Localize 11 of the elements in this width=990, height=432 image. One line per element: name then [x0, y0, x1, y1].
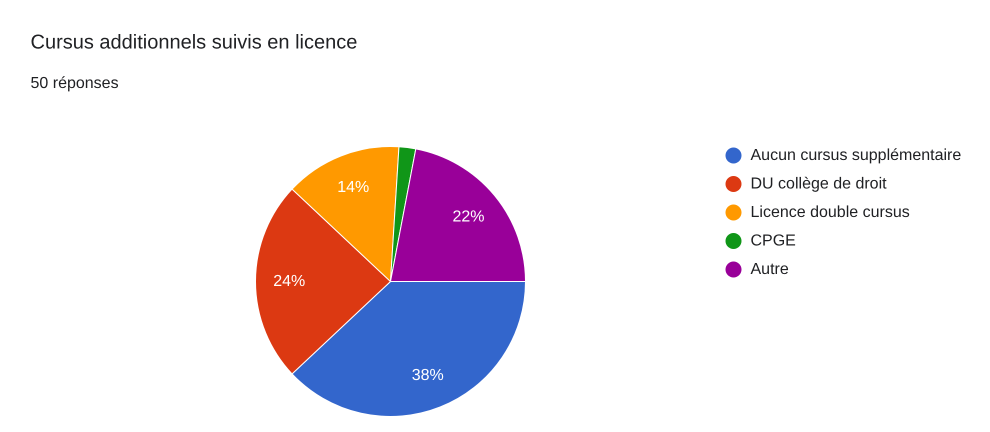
data-label: 38% [412, 367, 444, 384]
data-label: 22% [452, 208, 485, 226]
legend-label: Aucun cursus supplémentaire [750, 147, 962, 164]
legend-label: DU collège de droit [750, 176, 888, 192]
legend-label: Autre [750, 261, 789, 278]
text: 50 réponses [30, 75, 119, 92]
legend-label: CPGE [750, 232, 796, 250]
data-label: 24% [273, 273, 306, 290]
legend-label: Licence double cursus [750, 204, 910, 221]
chart-title: Cursus additionnels suivis en licence [30, 32, 358, 54]
data-label: 14% [337, 178, 370, 196]
